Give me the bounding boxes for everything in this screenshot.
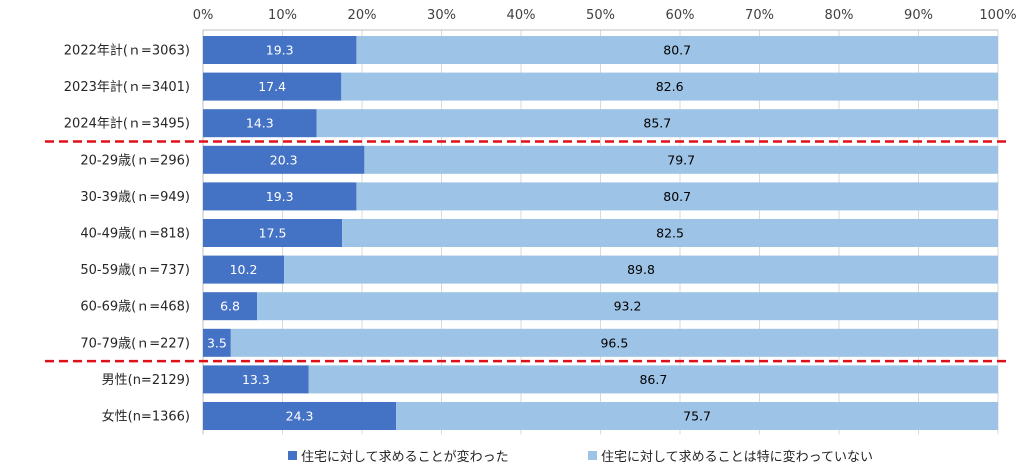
bar-segment — [203, 219, 343, 247]
bar-segment — [203, 402, 397, 430]
legend-item-unchanged: 住宅に対して求めることは特に変わっていない — [588, 446, 873, 465]
data-label: 17.4 — [258, 79, 286, 94]
bar-segment — [203, 72, 342, 101]
data-label: 19.3 — [266, 43, 294, 58]
data-label: 3.5 — [207, 335, 227, 350]
bar-segment — [316, 109, 998, 138]
bar-segment — [341, 72, 999, 101]
category-label: 2022年計(ｎ=3063) — [64, 43, 190, 59]
data-label: 6.8 — [220, 299, 240, 314]
bar-segment — [203, 109, 317, 138]
data-label: 89.8 — [627, 262, 655, 277]
x-tick-label: 70% — [745, 8, 774, 23]
category-label: 20-29歳(ｎ=296) — [80, 153, 190, 168]
category-label: 2023年計(ｎ=3401) — [64, 79, 190, 95]
x-tick-label: 20% — [348, 8, 377, 23]
bar-segment — [356, 182, 998, 211]
bar-segment — [230, 328, 998, 357]
data-label: 19.3 — [266, 189, 294, 204]
stacked-bar-chart: 0% 10% 20% 30% 40% 50% 60% 70% 80% 90% 100% 2022年計(… — [45, 8, 1017, 435]
data-label: 10.2 — [230, 262, 258, 277]
x-tick-label: 0% — [193, 8, 214, 23]
bar-segment — [203, 145, 365, 174]
bar-segment — [203, 36, 357, 64]
legend-label-changed: 住宅に対して求めることが変わった — [301, 450, 509, 465]
x-tick-label: 90% — [904, 8, 933, 23]
legend-swatch-unchanged — [588, 451, 597, 460]
bar-segment — [284, 255, 999, 284]
x-tick-label: 50% — [586, 8, 615, 23]
bar-segment — [203, 182, 357, 211]
category-label: 男性(n=2129) — [102, 373, 190, 388]
bar-segment — [342, 219, 998, 247]
bar-segment — [203, 255, 285, 284]
data-label: 82.6 — [656, 79, 684, 94]
x-tick-label: 40% — [507, 8, 536, 23]
data-label: 85.7 — [643, 116, 671, 131]
bar-segment — [203, 328, 231, 357]
bar-segment — [203, 365, 309, 394]
data-label: 24.3 — [286, 409, 314, 424]
x-tick-label: 30% — [427, 8, 456, 23]
category-label: 50-59歳(ｎ=737) — [80, 263, 190, 278]
data-label: 86.7 — [639, 372, 667, 387]
legend-item-changed: 住宅に対して求めることが変わった — [288, 446, 509, 465]
data-label: 82.5 — [656, 226, 684, 241]
x-tick-label: 100% — [979, 8, 1016, 23]
category-label: 女性(n=1366) — [102, 409, 190, 425]
data-label: 96.5 — [600, 335, 628, 350]
data-label: 13.3 — [242, 372, 270, 387]
data-label: 17.5 — [259, 226, 287, 241]
data-label: 80.7 — [663, 43, 691, 58]
category-label: 2024年計(ｎ=3495) — [64, 116, 190, 132]
data-label: 14.3 — [246, 116, 274, 131]
data-label: 80.7 — [663, 189, 691, 204]
data-label: 93.2 — [614, 299, 642, 314]
data-label: 20.3 — [270, 152, 298, 167]
data-label: 75.7 — [683, 409, 711, 424]
bar-segment — [203, 292, 258, 321]
bar-segment — [356, 36, 998, 64]
x-tick-label: 80% — [825, 8, 854, 23]
data-label: 79.7 — [667, 152, 695, 167]
legend: 住宅に対して求めることが変わった 住宅に対して求めることは特に変わっていない — [0, 446, 1027, 466]
bar-segment — [257, 292, 998, 321]
bar-segment — [364, 145, 998, 174]
legend-swatch-changed — [288, 451, 297, 460]
legend-label-unchanged: 住宅に対して求めることは特に変わっていない — [601, 450, 873, 465]
x-tick-label: 60% — [666, 8, 695, 23]
bar-segment — [396, 402, 998, 430]
category-label: 70-79歳(ｎ=227) — [80, 336, 190, 351]
bar-segment — [308, 365, 998, 394]
x-tick-label: 10% — [268, 8, 297, 23]
category-label: 60-69歳(ｎ=468) — [80, 300, 190, 315]
category-label: 30-39歳(ｎ=949) — [80, 190, 190, 205]
category-label: 40-49歳(ｎ=818) — [80, 227, 190, 242]
